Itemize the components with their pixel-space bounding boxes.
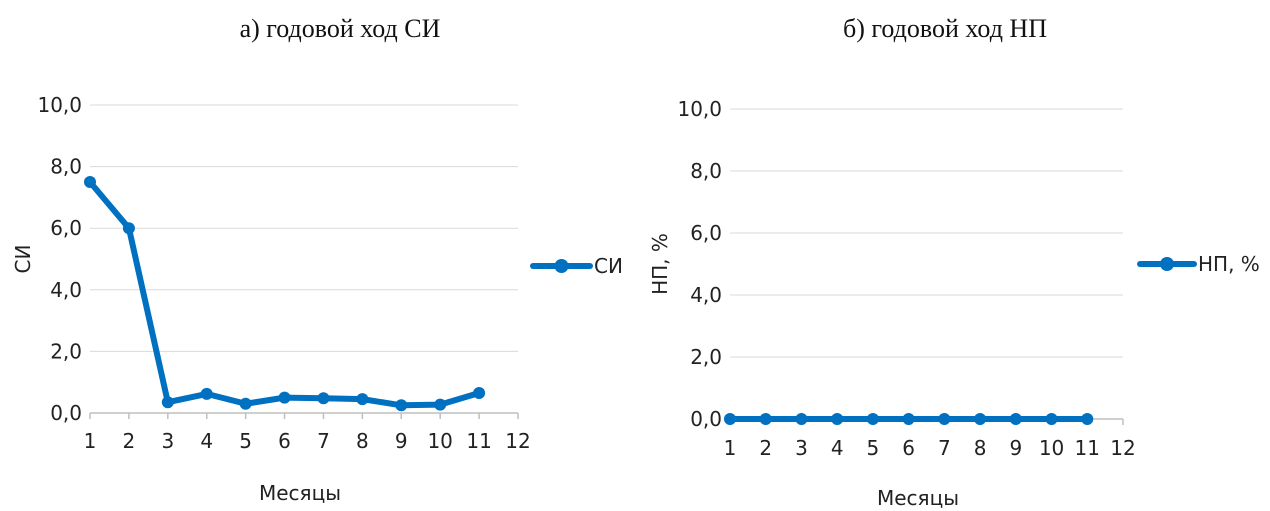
legend-label: НП, % <box>1198 252 1260 276</box>
data-point <box>1081 413 1094 425</box>
data-point <box>1045 413 1058 425</box>
data-point <box>200 387 213 400</box>
x-axis-label: Месяцы <box>259 481 341 505</box>
data-point <box>866 413 879 425</box>
data-point <box>317 392 330 405</box>
y-tick-label: 2,0 <box>690 345 722 369</box>
legend-label: СИ <box>594 254 623 278</box>
y-tick-label: 6,0 <box>50 216 82 240</box>
data-point <box>938 413 951 425</box>
chart-a-title: а) годовой ход СИ <box>239 14 441 43</box>
x-tick-label: 9 <box>395 429 408 453</box>
data-point <box>795 413 808 425</box>
data-point <box>84 176 96 188</box>
x-tick-label: 9 <box>1009 436 1022 460</box>
x-tick-label: 1 <box>84 429 97 453</box>
y-tick-label: 0,0 <box>690 407 722 431</box>
data-point <box>974 413 987 425</box>
data-point <box>434 398 447 411</box>
data-point <box>122 222 135 235</box>
x-tick-label: 6 <box>278 429 291 453</box>
y-tick-label: 6,0 <box>690 221 722 245</box>
x-axis-label: Месяцы <box>877 486 959 510</box>
y-tick-label: 4,0 <box>690 283 722 307</box>
y-tick-label: 4,0 <box>50 278 82 302</box>
x-tick-label: 2 <box>759 436 772 460</box>
x-tick-label: 7 <box>938 436 951 460</box>
y-axis-label: СИ <box>11 245 35 274</box>
x-tick-label: 10 <box>1039 436 1064 460</box>
y-tick-label: 8,0 <box>50 155 82 179</box>
x-tick-label: 5 <box>239 429 252 453</box>
data-point <box>278 391 291 404</box>
x-tick-label: 8 <box>974 436 987 460</box>
chart-b-title: б) годовой ход НП <box>843 14 1047 43</box>
x-tick-label: 1 <box>724 436 737 460</box>
chart-b: 0,02,04,06,08,010,01 2 3 4 5 6 7 8 9 10 11 12Месяцы… <box>648 97 1260 510</box>
data-point <box>902 413 915 425</box>
y-axis-label: НП, % <box>648 233 672 295</box>
legend-marker <box>554 259 569 273</box>
x-tick-label: 8 <box>356 429 369 453</box>
x-tick-label: 3 <box>161 429 174 453</box>
x-tick-label: 4 <box>831 436 844 460</box>
data-point <box>724 413 736 425</box>
x-tick-label: 7 <box>317 429 330 453</box>
x-tick-label: 5 <box>867 436 880 460</box>
data-point <box>831 413 844 425</box>
y-tick-label: 8,0 <box>690 159 722 183</box>
x-tick-label: 4 <box>200 429 213 453</box>
y-tick-label: 10,0 <box>677 97 722 121</box>
x-tick-label: 3 <box>795 436 808 460</box>
y-tick-label: 0,0 <box>50 401 82 425</box>
x-tick-label: 10 <box>427 429 452 453</box>
chart-a: 0,02,04,06,08,010,01 2 3 4 5 6 7 8 9 10 11 12Месяцы… <box>11 93 623 505</box>
data-point <box>356 393 369 406</box>
y-tick-label: 2,0 <box>50 339 82 363</box>
data-point <box>1009 413 1022 425</box>
legend-marker <box>1160 257 1174 271</box>
series-line <box>87 179 483 409</box>
x-tick-label: 2 <box>123 429 136 453</box>
data-point <box>161 396 174 409</box>
x-tick-label: 12 <box>505 429 530 453</box>
data-point <box>759 413 772 425</box>
x-tick-label: 6 <box>902 436 915 460</box>
x-tick-label: 11 <box>1075 436 1100 460</box>
data-point <box>473 386 486 399</box>
data-point <box>395 399 408 412</box>
x-tick-label: 12 <box>1110 436 1135 460</box>
x-tick-label: 11 <box>466 429 491 453</box>
data-point <box>239 397 252 410</box>
y-tick-label: 10,0 <box>37 93 82 117</box>
